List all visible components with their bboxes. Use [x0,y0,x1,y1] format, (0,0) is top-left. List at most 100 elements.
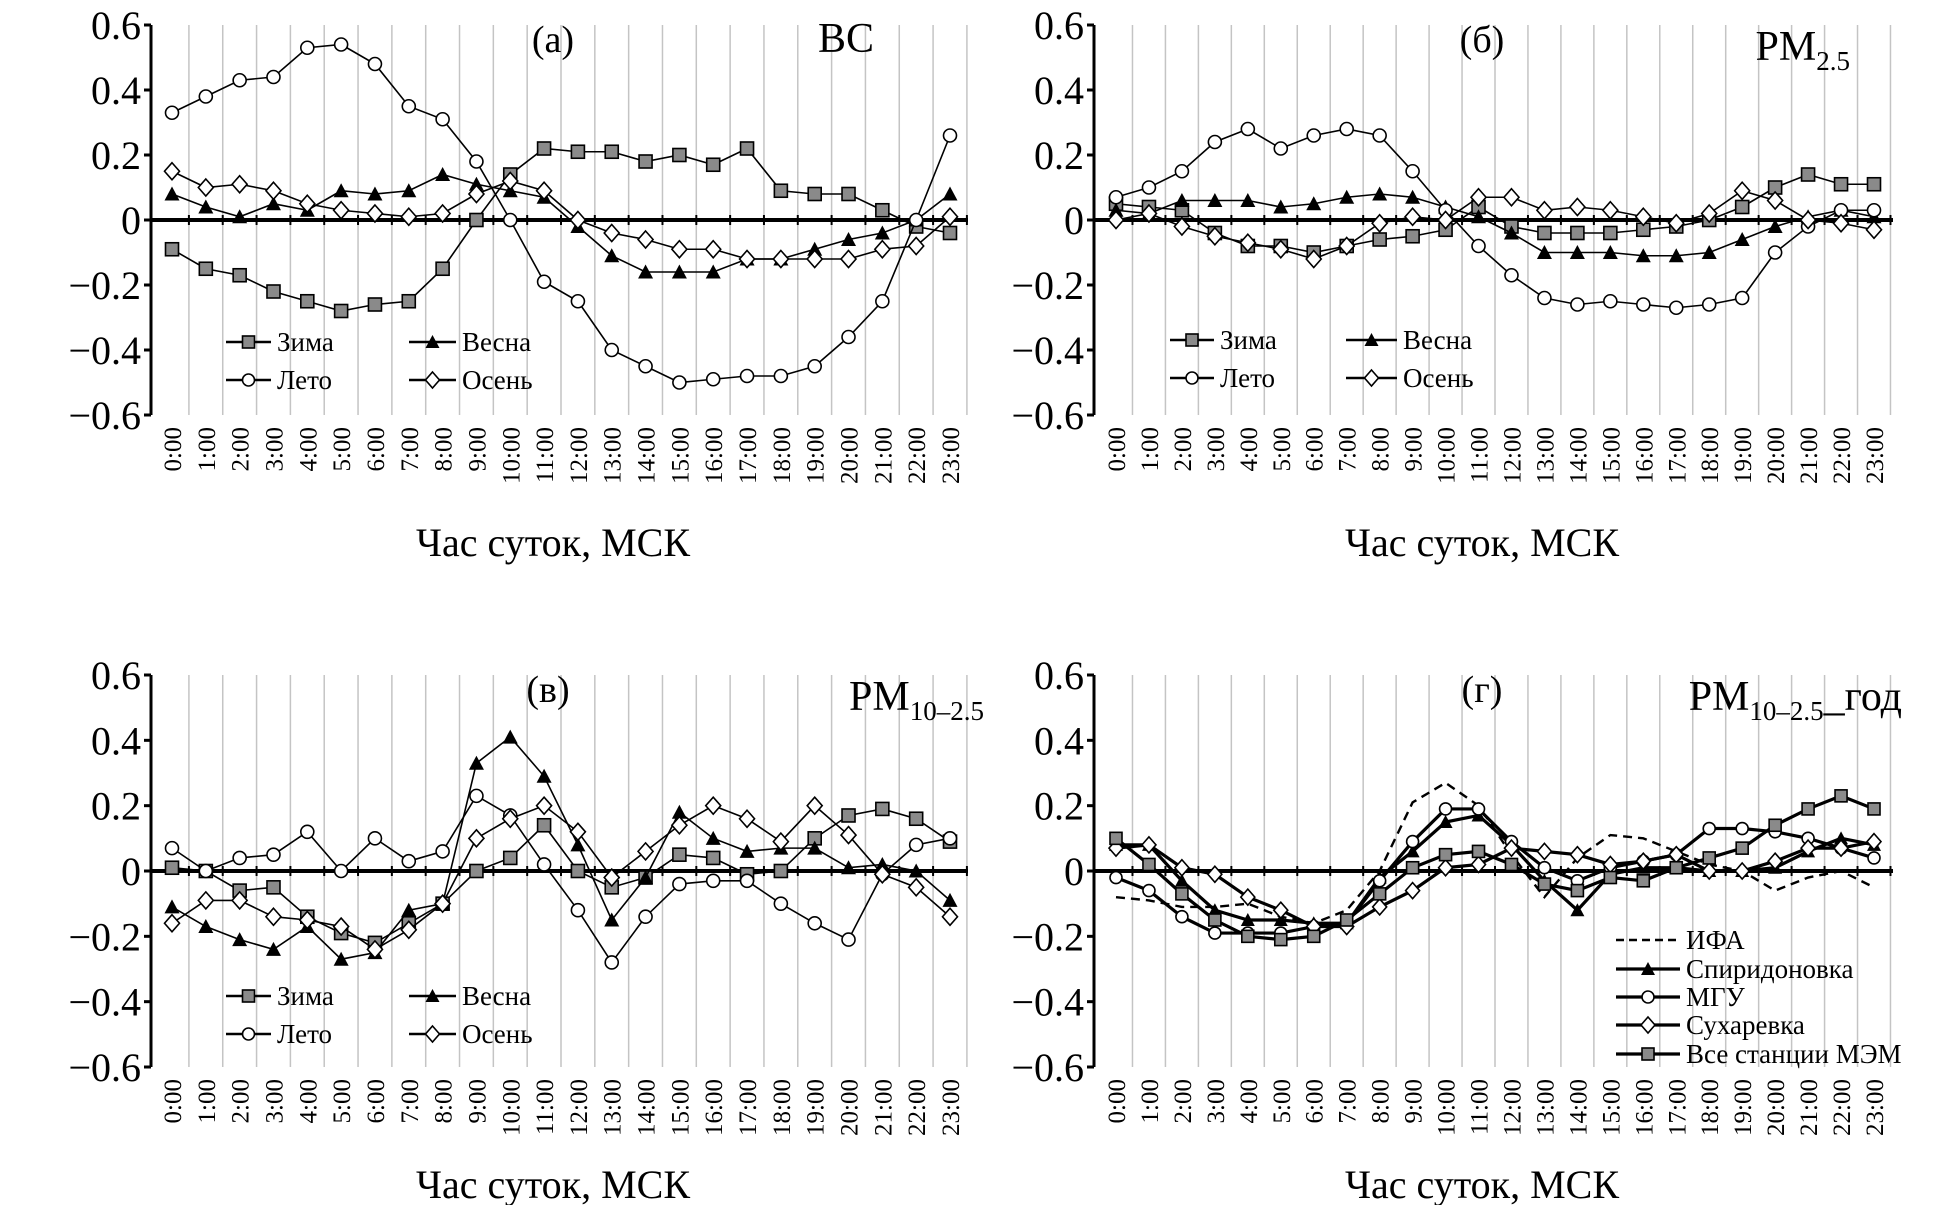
data-point [1141,180,1157,195]
data-point [1273,932,1288,947]
data-point [467,184,486,204]
legend-label: Осень [462,365,533,395]
data-point [1800,838,1817,858]
data-point [1405,860,1420,875]
x-tick-label: 21:00 [870,427,897,484]
data-point [367,56,383,72]
data-point [536,768,552,783]
data-point [1635,851,1652,871]
data-point [1832,213,1850,233]
legend-item: Зима [1170,325,1277,355]
x-tick-label: 2:00 [1170,427,1197,471]
x-tick-label: 22:00 [1829,1079,1856,1136]
x-tick-label: 19:00 [803,427,830,484]
panel-title-subscript: 10–2.5 [910,696,984,726]
data-point [401,902,417,917]
legend-label: Весна [462,981,531,1011]
data-point [1834,831,1849,845]
data-point [401,853,417,869]
data-point [705,157,721,173]
data-point [1536,842,1553,861]
x-tick-label: 20:00 [1763,1079,1790,1136]
data-point [638,154,653,169]
legend-item: Осень [1346,363,1474,393]
data-point [535,795,553,816]
legend-label: МГУ [1686,982,1746,1012]
data-point [942,892,958,907]
data-point [1701,861,1718,881]
data-point [164,840,180,856]
data-point [570,902,586,918]
data-point [1603,225,1618,241]
panel-label: (г) [1462,669,1503,711]
data-point [333,863,349,879]
data-point [1208,913,1222,927]
y-tick-label: 0.2 [91,784,141,829]
x-tick-label: 6:00 [363,1079,390,1123]
data-point [367,831,383,846]
legend-marker [241,989,256,1003]
data-point [672,375,687,390]
legend-marker [1364,333,1379,346]
legend-item: Весна [409,327,531,357]
data-point [1700,203,1718,224]
data-point [300,293,315,309]
data-point [1667,213,1685,233]
data-point [1471,844,1486,859]
x-tick-label: 17:00 [1664,1079,1691,1136]
legend-marker [1185,333,1199,347]
data-point [1239,887,1256,907]
data-point [469,863,484,879]
x-tick-label: 0:00 [160,427,187,471]
y-tick-label: 0.4 [1034,68,1084,113]
data-point [401,183,417,198]
data-point [841,329,856,345]
data-point [907,877,925,898]
data-point [1734,290,1750,306]
data-point [806,249,824,269]
data-point [738,809,756,829]
data-point [197,890,215,911]
x-tick-label: 21:00 [870,1079,897,1136]
x-tick-label: 8:00 [1368,1079,1395,1123]
data-point [1207,193,1223,207]
data-point [704,239,722,259]
data-point [1768,818,1782,833]
data-point [739,368,755,384]
panel-title-main: PM [849,674,910,720]
x-tick-label: 14:00 [634,427,661,484]
x-tick-label: 16:00 [701,1079,728,1136]
data-point [907,236,925,256]
data-point [1537,877,1552,891]
data-point [231,890,249,911]
x-tick-label: 1:00 [1137,427,1164,471]
data-point [1372,232,1387,247]
data-point [1175,887,1189,901]
data-point [198,863,214,879]
x-tick-label: 9:00 [464,427,491,471]
legend-marker [241,373,256,387]
data-point [400,207,418,227]
legend-item: Зима [226,327,334,357]
data-point [908,811,924,827]
data-point [502,729,518,744]
data-point [1140,835,1158,855]
data-point [1174,873,1189,887]
x-tick-label: 11:00 [1467,1079,1494,1135]
panel-title-subscript: 2.5 [1816,46,1850,76]
data-point [807,241,823,256]
data-point [941,207,959,227]
y-tick-label: −0.4 [1011,328,1084,373]
data-point [1404,881,1421,900]
data-point [1471,802,1486,816]
x-tick-label: 19:00 [1730,1079,1757,1136]
series-Зима [1108,167,1882,260]
data-point [1669,860,1684,875]
x-tick-label: 23:00 [938,1079,965,1136]
x-tick-label: 8:00 [431,1079,458,1123]
data-point [1471,209,1487,224]
data-point [1767,245,1783,260]
data-point [1438,815,1453,828]
legend-marker [425,335,440,348]
